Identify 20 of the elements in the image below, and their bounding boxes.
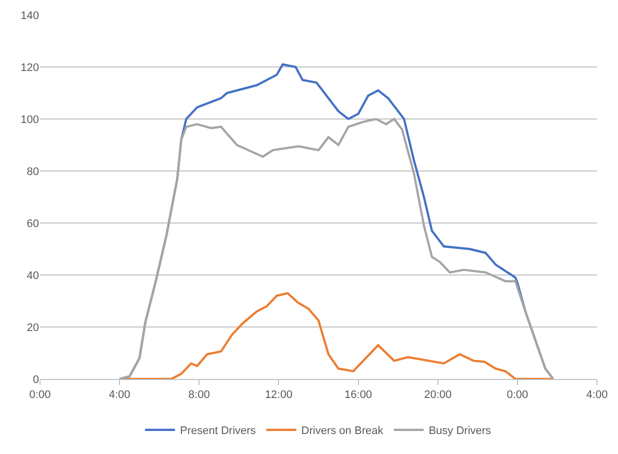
x-tick-label: 20:00 (424, 389, 452, 402)
y-tick-label: 0 (32, 374, 39, 386)
y-tick-label: 60 (26, 218, 39, 230)
x-tick-label: 8:00 (188, 389, 210, 402)
y-tick-label: 80 (26, 166, 39, 178)
y-tick-label: 120 (20, 62, 39, 74)
y-tick-label: 40 (26, 270, 39, 282)
line-series (118, 118, 554, 379)
y-tick-label: 100 (20, 114, 39, 126)
x-tick-label: 0:00 (29, 389, 51, 402)
x-tick-label: 0:00 (506, 389, 528, 402)
legend-label: Busy Drivers (428, 425, 492, 438)
legend-label: Drivers on Break (301, 425, 384, 438)
x-tick-label: 12:00 (264, 389, 292, 402)
x-tick-label: 16:00 (344, 389, 372, 402)
x-tick-label: 4:00 (586, 389, 608, 402)
y-tick-label: 140 (20, 10, 39, 22)
x-tick-label: 4:00 (108, 389, 130, 402)
y-tick-label: 20 (26, 322, 39, 334)
legend-label: Present Drivers (180, 425, 256, 438)
